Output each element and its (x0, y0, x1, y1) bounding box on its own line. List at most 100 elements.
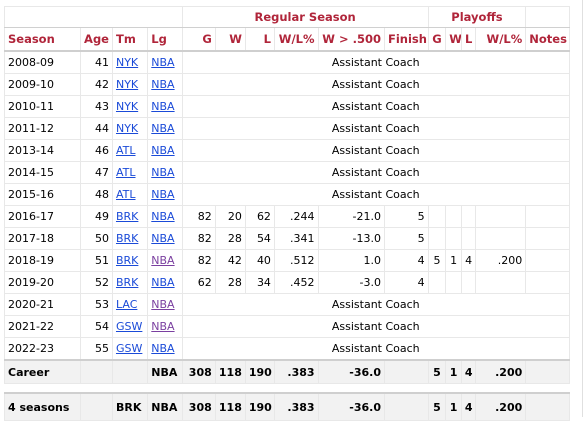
col-league[interactable]: Lg (147, 27, 183, 52)
role-cell: Assistant Coach (181, 73, 571, 96)
career-win-pct: .383 (273, 359, 319, 384)
team-link[interactable]: ATL (115, 166, 136, 179)
win-pct-cell: .341 (273, 227, 319, 250)
notes-cell (525, 205, 570, 228)
col-finish[interactable]: Finish (384, 27, 429, 52)
season-cell: 2011-12 (4, 117, 81, 140)
win-pct-cell: .244 (273, 205, 319, 228)
league-link[interactable]: NBA (151, 100, 175, 113)
team-total-win-pct: .383 (273, 392, 319, 421)
league-link[interactable]: NBA (151, 298, 175, 311)
col-playoff-wins[interactable]: W (445, 27, 462, 52)
playoff-losses-cell (460, 205, 477, 228)
games-cell: 62 (181, 271, 216, 294)
age-cell: 48 (79, 183, 113, 206)
league-link[interactable]: NBA (151, 56, 175, 69)
age-cell: 46 (79, 139, 113, 162)
over-500-cell: 1.0 (317, 249, 386, 272)
league-link[interactable]: NBA (151, 276, 175, 289)
league-link[interactable]: NBA (151, 188, 175, 201)
playoff-win-pct-cell (475, 205, 527, 228)
finish-cell: 4 (384, 271, 429, 294)
team-link[interactable]: ATL (115, 188, 136, 201)
col-playoff-win-pct[interactable]: W/L% (475, 27, 527, 52)
season-row: 2016-17 49 BRK NBA 82 20 62.244 -21.0 5 (4, 205, 570, 228)
team-link[interactable]: LAC (115, 298, 138, 311)
team-total-team: BRK (111, 392, 149, 421)
role-cell: Assistant Coach (181, 161, 571, 184)
wins-cell: 28 (214, 227, 246, 250)
career-over-500: -36.0 (317, 359, 386, 384)
role-cell: Assistant Coach (181, 315, 571, 338)
career-wins: 118 (214, 359, 246, 384)
career-label: Career (4, 359, 81, 384)
age-cell: 49 (79, 205, 113, 228)
team-link[interactable]: GSW (115, 342, 143, 355)
career-playoff-losses: 4 (460, 359, 477, 384)
role-cell: Assistant Coach (181, 117, 571, 140)
playoff-games-cell (427, 271, 447, 294)
playoff-losses-cell (460, 227, 477, 250)
season-rows: 2008-09 41 NYK NBA Assistant Coach 2009-10 42 N… (4, 50, 571, 361)
team-total-playoff-win-pct: .200 (475, 392, 527, 421)
team-link[interactable]: BRK (115, 254, 139, 267)
team-link[interactable]: BRK (115, 210, 139, 223)
team-link[interactable]: NYK (115, 122, 139, 135)
col-losses[interactable]: L (244, 27, 275, 52)
career-playoff-wins: 1 (445, 359, 462, 384)
col-games[interactable]: G (181, 27, 216, 52)
age-cell: 42 (79, 73, 113, 96)
league-link[interactable]: NBA (151, 342, 175, 355)
col-win-pct[interactable]: W/L% (273, 27, 319, 52)
role-cell: Assistant Coach (181, 337, 571, 361)
league-link[interactable]: NBA (151, 122, 175, 135)
games-cell: 82 (181, 249, 216, 272)
losses-cell: 34 (244, 271, 275, 294)
col-games-over-500[interactable]: W > .500 (317, 27, 386, 52)
team-total-playoff-games: 5 (427, 392, 447, 421)
league-link[interactable]: NBA (151, 254, 175, 267)
col-playoff-losses[interactable]: L (460, 27, 477, 52)
season-row: 2011-12 44 NYK NBA Assistant Coach (4, 117, 571, 140)
col-team[interactable]: Tm (111, 27, 149, 52)
team-link[interactable]: BRK (115, 276, 139, 289)
season-row: 2009-10 42 NYK NBA Assistant Coach (4, 73, 571, 96)
age-cell: 52 (79, 271, 113, 294)
role-cell: Assistant Coach (181, 95, 571, 118)
league-link[interactable]: NBA (151, 144, 175, 157)
over-500-cell: -21.0 (317, 205, 386, 228)
col-age[interactable]: Age (79, 27, 113, 52)
league-link[interactable]: NBA (151, 320, 175, 333)
team-link[interactable]: GSW (115, 320, 143, 333)
coaching-stats-table: Regular Season Playoffs Season Age Tm Lg… (4, 6, 571, 421)
playoff-games-cell (427, 227, 447, 250)
col-playoff-games[interactable]: G (427, 27, 447, 52)
league-link[interactable]: NBA (151, 210, 175, 223)
over-500-cell: -3.0 (317, 271, 386, 294)
season-row: 2008-09 41 NYK NBA Assistant Coach (4, 50, 571, 74)
playoffs-group: Playoffs (427, 6, 527, 28)
wins-cell: 28 (214, 271, 246, 294)
notes-cell (525, 249, 570, 272)
season-cell: 2010-11 (4, 95, 81, 118)
league-link[interactable]: NBA (151, 232, 175, 245)
season-row: 2010-11 43 NYK NBA Assistant Coach (4, 95, 571, 118)
role-cell: Assistant Coach (181, 183, 571, 206)
career-losses: 190 (244, 359, 275, 384)
season-row: 2018-19 51 BRK NBA 82 42 40.512 1.0 4 5 1 4.200 (4, 249, 570, 272)
team-link[interactable]: ATL (115, 144, 136, 157)
win-pct-cell: .452 (273, 271, 319, 294)
col-notes[interactable]: Notes (525, 27, 570, 52)
team-total-label: 4 seasons (4, 392, 81, 421)
team-link[interactable]: NYK (115, 78, 139, 91)
team-link[interactable]: NYK (115, 100, 139, 113)
losses-cell: 40 (244, 249, 275, 272)
team-total-playoff-losses: 4 (460, 392, 477, 421)
league-link[interactable]: NBA (151, 78, 175, 91)
age-cell: 51 (79, 249, 113, 272)
col-season[interactable]: Season (4, 27, 81, 52)
col-wins[interactable]: W (214, 27, 246, 52)
team-link[interactable]: BRK (115, 232, 139, 245)
team-link[interactable]: NYK (115, 56, 139, 69)
league-link[interactable]: NBA (151, 166, 175, 179)
